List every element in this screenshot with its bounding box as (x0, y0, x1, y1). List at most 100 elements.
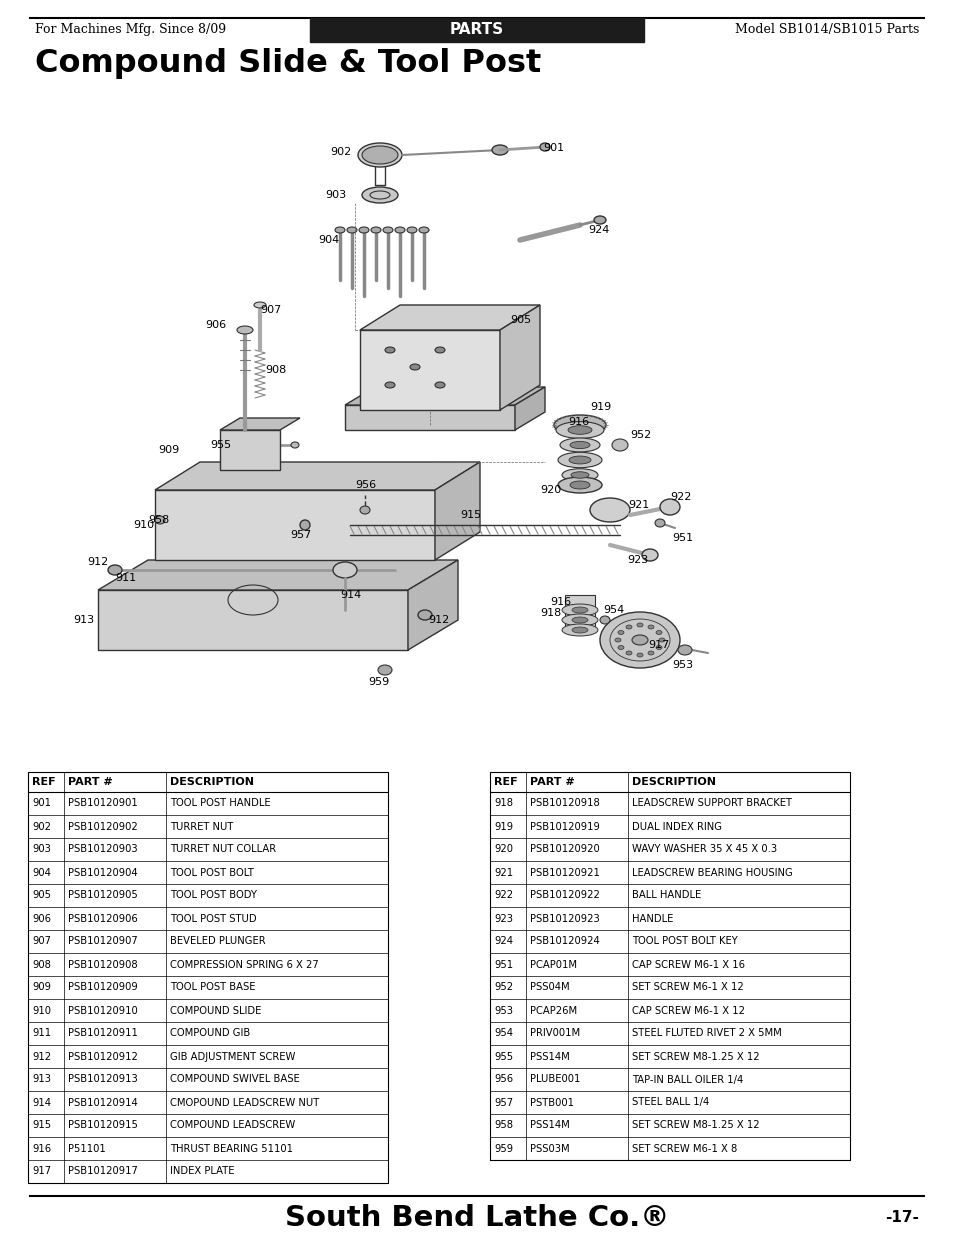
Ellipse shape (618, 631, 623, 635)
Text: PSTB001: PSTB001 (530, 1098, 574, 1108)
Text: 912: 912 (87, 557, 108, 567)
Polygon shape (98, 559, 457, 590)
Text: PSS14M: PSS14M (530, 1051, 569, 1062)
Polygon shape (499, 305, 539, 410)
Ellipse shape (435, 347, 444, 353)
Ellipse shape (435, 382, 444, 388)
Text: PLUBE001: PLUBE001 (530, 1074, 579, 1084)
Ellipse shape (410, 364, 419, 370)
Text: 918: 918 (539, 608, 560, 618)
Ellipse shape (382, 227, 393, 233)
Text: TOOL POST HANDLE: TOOL POST HANDLE (170, 799, 271, 809)
Polygon shape (515, 387, 544, 430)
Text: 957: 957 (290, 530, 311, 540)
Text: PSB10120918: PSB10120918 (530, 799, 599, 809)
Text: PSB10120904: PSB10120904 (68, 867, 137, 878)
Polygon shape (220, 430, 280, 471)
Text: PSS14M: PSS14M (530, 1120, 569, 1130)
Ellipse shape (561, 604, 598, 616)
Bar (310, 19, 643, 42)
Text: 906: 906 (205, 320, 226, 330)
Bar (28, 772, 388, 1183)
Ellipse shape (599, 616, 609, 624)
Text: PSB10120905: PSB10120905 (68, 890, 137, 900)
Text: 916: 916 (567, 417, 589, 427)
Ellipse shape (377, 664, 392, 676)
Text: PART #: PART # (530, 777, 574, 787)
Ellipse shape (618, 646, 623, 650)
Text: 954: 954 (494, 1029, 513, 1039)
Ellipse shape (572, 618, 587, 622)
Text: 908: 908 (32, 960, 51, 969)
Text: PRIV001M: PRIV001M (530, 1029, 579, 1039)
Text: 914: 914 (32, 1098, 51, 1108)
Text: 905: 905 (32, 890, 51, 900)
Ellipse shape (572, 627, 587, 634)
Text: PSB10120924: PSB10120924 (530, 936, 599, 946)
Text: PSB10120914: PSB10120914 (68, 1098, 137, 1108)
Text: 953: 953 (494, 1005, 513, 1015)
Ellipse shape (656, 646, 661, 650)
Text: 902: 902 (32, 821, 51, 831)
Polygon shape (154, 462, 479, 490)
Ellipse shape (659, 638, 664, 642)
Text: 901: 901 (542, 143, 563, 153)
Text: PSB10120908: PSB10120908 (68, 960, 137, 969)
Text: For Machines Mfg. Since 8/09: For Machines Mfg. Since 8/09 (35, 23, 226, 37)
Text: 958: 958 (494, 1120, 513, 1130)
Text: 915: 915 (459, 510, 480, 520)
Text: HANDLE: HANDLE (631, 914, 673, 924)
Text: 952: 952 (494, 983, 513, 993)
Ellipse shape (561, 469, 598, 482)
Text: 914: 914 (339, 590, 361, 600)
Ellipse shape (567, 426, 592, 435)
Text: PSB10120901: PSB10120901 (68, 799, 137, 809)
Ellipse shape (625, 651, 631, 655)
Text: SET SCREW M6-1 X 8: SET SCREW M6-1 X 8 (631, 1144, 737, 1153)
Text: BALL HANDLE: BALL HANDLE (631, 890, 700, 900)
Ellipse shape (418, 227, 429, 233)
Text: 916: 916 (32, 1144, 51, 1153)
Ellipse shape (357, 143, 401, 167)
Text: 922: 922 (494, 890, 513, 900)
Text: PSB10120906: PSB10120906 (68, 914, 137, 924)
Text: PSB10120920: PSB10120920 (530, 845, 599, 855)
Text: 959: 959 (494, 1144, 513, 1153)
Ellipse shape (333, 562, 356, 578)
Polygon shape (435, 462, 479, 559)
Polygon shape (154, 490, 435, 559)
Text: 924: 924 (587, 225, 609, 235)
Text: 917: 917 (647, 640, 669, 650)
Text: PSB10120907: PSB10120907 (68, 936, 137, 946)
Text: CMOPOUND LEADSCREW NUT: CMOPOUND LEADSCREW NUT (170, 1098, 319, 1108)
Text: PSB10120902: PSB10120902 (68, 821, 137, 831)
Ellipse shape (291, 442, 298, 448)
Text: SET SCREW M8-1.25 X 12: SET SCREW M8-1.25 X 12 (631, 1120, 759, 1130)
Polygon shape (359, 305, 539, 330)
Text: 958: 958 (148, 515, 169, 525)
Text: 951: 951 (494, 960, 513, 969)
Text: GIB ADJUSTMENT SCREW: GIB ADJUSTMENT SCREW (170, 1051, 295, 1062)
Text: PSB10120922: PSB10120922 (530, 890, 599, 900)
Ellipse shape (558, 452, 601, 468)
Ellipse shape (631, 635, 647, 645)
Text: 919: 919 (589, 403, 611, 412)
Polygon shape (345, 405, 515, 430)
Text: CAP SCREW M6-1 X 12: CAP SCREW M6-1 X 12 (631, 1005, 744, 1015)
Text: 913: 913 (32, 1074, 51, 1084)
Text: REF: REF (494, 777, 517, 787)
Text: 912: 912 (32, 1051, 51, 1062)
Text: South Bend Lathe Co.®: South Bend Lathe Co.® (285, 1204, 668, 1233)
Ellipse shape (417, 610, 432, 620)
Text: 915: 915 (32, 1120, 51, 1130)
Ellipse shape (659, 499, 679, 515)
Text: 955: 955 (210, 440, 231, 450)
Ellipse shape (559, 438, 599, 452)
Text: 923: 923 (494, 914, 513, 924)
Text: 955: 955 (494, 1051, 513, 1062)
Text: PSB10120912: PSB10120912 (68, 1051, 138, 1062)
Text: PSB10120911: PSB10120911 (68, 1029, 138, 1039)
Ellipse shape (335, 227, 345, 233)
Text: PCAP01M: PCAP01M (530, 960, 577, 969)
Ellipse shape (558, 477, 601, 493)
